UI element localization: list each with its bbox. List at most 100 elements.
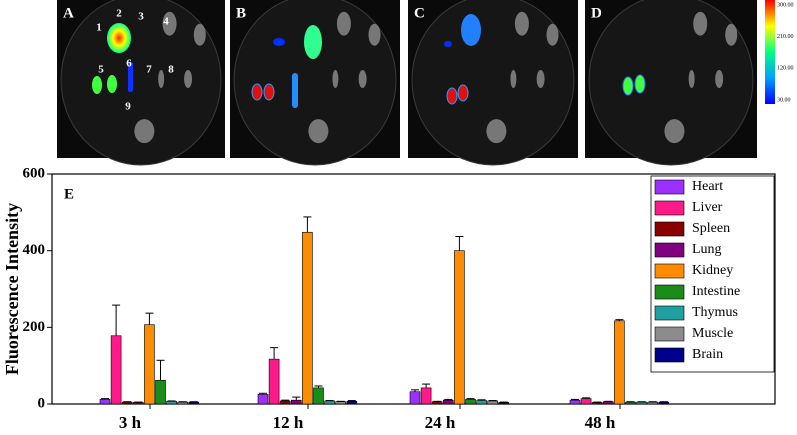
error-bar	[112, 304, 121, 336]
legend-swatch	[654, 284, 685, 300]
error-bar	[156, 359, 165, 381]
organ	[162, 11, 177, 36]
legend-label: Kidney	[692, 263, 733, 278]
bar	[177, 401, 188, 405]
organ-number: 7	[146, 64, 152, 76]
bar	[346, 401, 358, 405]
legend-label: Liver	[692, 200, 723, 215]
legend-swatch	[654, 179, 685, 195]
organ	[664, 119, 685, 144]
bar	[591, 402, 603, 405]
bar	[302, 231, 313, 405]
signal	[304, 25, 322, 59]
bar	[279, 400, 291, 405]
organ	[693, 11, 708, 36]
bar	[188, 401, 200, 405]
signal	[92, 76, 102, 94]
organ	[184, 70, 193, 88]
error-bar	[615, 319, 624, 321]
signal	[251, 83, 263, 101]
colorbar-tick-label: 210.00	[777, 34, 794, 40]
organ-number: 1	[96, 22, 102, 34]
bar	[324, 400, 335, 405]
error-bar	[571, 398, 579, 401]
panel-label: A	[63, 5, 74, 21]
bar	[313, 387, 324, 405]
error-bar	[455, 235, 464, 251]
error-bar	[259, 392, 267, 395]
bar	[454, 250, 465, 405]
y-tick-label: 400	[23, 242, 46, 258]
organ	[510, 70, 517, 88]
signal	[263, 83, 275, 101]
bar	[155, 379, 166, 405]
organ-number: 2	[116, 8, 122, 20]
organ-number: 3	[138, 11, 144, 23]
bar	[166, 401, 177, 405]
signal	[634, 74, 646, 94]
x-tick-label: 12 h	[273, 413, 304, 432]
legend-label: Muscle	[692, 326, 733, 341]
signal	[446, 87, 458, 105]
bar	[487, 400, 499, 405]
legend-swatch	[654, 263, 685, 279]
bar	[110, 335, 122, 405]
legend-swatch	[654, 242, 685, 258]
legend-swatch	[654, 326, 685, 342]
signal	[128, 62, 133, 92]
bar	[431, 401, 443, 405]
signal	[461, 14, 481, 46]
bar	[268, 358, 280, 405]
bar	[614, 320, 625, 405]
legend-label: Spleen	[692, 221, 730, 236]
dish	[411, 0, 575, 166]
signal	[292, 73, 298, 108]
organ	[514, 11, 529, 36]
bar	[99, 399, 111, 405]
bar	[569, 399, 581, 405]
bar	[257, 394, 269, 405]
y-axis-label: Fluorescence Intensity	[2, 203, 22, 375]
legend-swatch	[654, 305, 685, 321]
error-bar	[466, 398, 475, 400]
dish	[588, 0, 754, 166]
error-bar	[292, 396, 301, 401]
error-bar	[444, 398, 453, 401]
bar	[625, 401, 636, 405]
error-bar	[303, 216, 312, 233]
bar	[144, 324, 155, 405]
dish	[60, 0, 222, 166]
bar	[498, 402, 510, 405]
organ	[358, 70, 367, 88]
organ	[688, 70, 695, 88]
organ	[715, 70, 724, 88]
y-tick-label: 600	[23, 165, 46, 181]
legend-label: Lung	[692, 242, 722, 257]
error-bar	[582, 397, 591, 399]
legend-swatch	[654, 221, 685, 237]
error-bar	[411, 389, 419, 392]
error-bar	[314, 385, 323, 388]
error-bar	[270, 347, 279, 360]
error-bar	[422, 383, 431, 388]
bar	[409, 391, 421, 405]
signal	[457, 84, 469, 102]
x-tick-label: 24 h	[425, 413, 456, 432]
bar	[465, 399, 476, 405]
organ	[725, 23, 738, 46]
y-tick-label: 200	[23, 319, 46, 335]
legend-label: Brain	[692, 347, 723, 362]
organ-number: 4	[163, 16, 169, 28]
organ-number: 6	[126, 58, 132, 70]
organ	[486, 119, 507, 144]
legend-label: Thymus	[692, 305, 738, 320]
panel-label: B	[236, 5, 246, 21]
organ-number: 5	[98, 64, 104, 76]
panel-label: D	[591, 5, 602, 21]
organ	[332, 70, 339, 88]
organ	[158, 70, 165, 88]
bar	[580, 398, 592, 405]
bar	[476, 400, 487, 405]
organ	[134, 119, 155, 144]
